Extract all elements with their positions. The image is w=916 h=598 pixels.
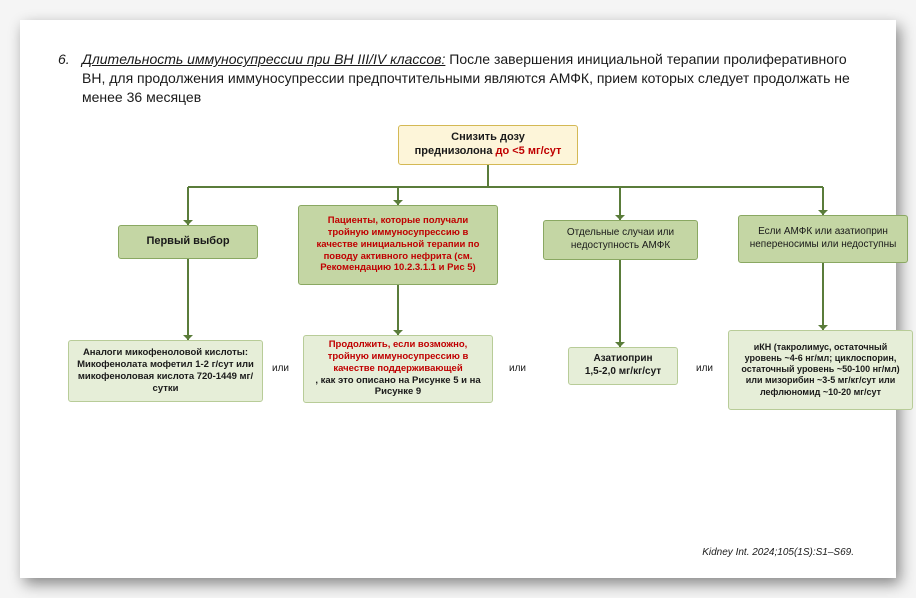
document-page: 6. Длительность иммуносупрессии при ВН I… xyxy=(20,20,896,578)
flowchart-row2-box: Аналоги микофеноловой кислоты: Микофенол… xyxy=(68,340,263,402)
heading: 6. Длительность иммуносупрессии при ВН I… xyxy=(58,50,858,107)
flowchart-row1-box: Если АМФК или азатиоприн непереносимы ил… xyxy=(738,215,908,263)
or-label: или xyxy=(272,363,289,374)
heading-number: 6. xyxy=(58,50,76,107)
heading-title: Длительность иммуносупрессии при ВН III/… xyxy=(82,51,445,67)
flowchart-row2-box: Продолжить, если возможно, тройную иммун… xyxy=(303,335,493,403)
heading-text: Длительность иммуносупрессии при ВН III/… xyxy=(82,50,858,107)
flowchart-top-box: Снизить дозупреднизолона до <5 мг/сут xyxy=(398,125,578,165)
flowchart-row1-box: Первый выбор xyxy=(118,225,258,259)
flowchart-row2-box: иКН (такролимус, остаточный уровень ~4-6… xyxy=(728,330,913,410)
or-label: или xyxy=(696,363,713,374)
flowchart-row1-box: Отдельные случаи или недоступность АМФК xyxy=(543,220,698,260)
connectors-svg xyxy=(58,125,858,465)
flowchart: Снизить дозупреднизолона до <5 мг/сут Пер… xyxy=(58,125,858,465)
flowchart-row1-box: Пациенты, которые получали тройную иммун… xyxy=(298,205,498,285)
flowchart-row2-box: Азатиоприн1,5-2,0 мг/кг/сут xyxy=(568,347,678,385)
citation: Kidney Int. 2024;105(1S):S1–S69. xyxy=(702,547,854,558)
or-label: или xyxy=(509,363,526,374)
